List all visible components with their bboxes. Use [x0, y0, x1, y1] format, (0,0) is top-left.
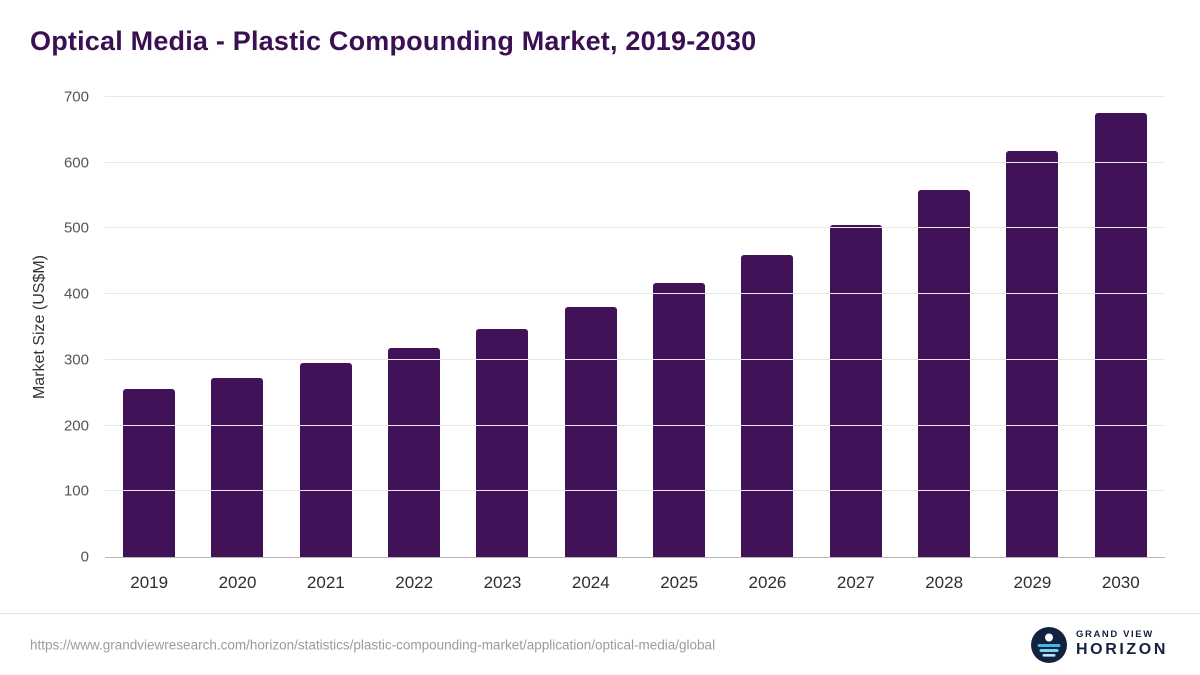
- x-tick-label-2026: 2026: [748, 573, 787, 592]
- gridline-200: [105, 424, 1165, 426]
- bar-slot-2026: [723, 97, 811, 557]
- bar-slot-2022: [370, 97, 458, 557]
- bar-2022: [388, 348, 441, 557]
- bar-2024: [564, 306, 617, 557]
- bar-2029: [1006, 150, 1059, 557]
- gridline-500: [105, 227, 1165, 229]
- bar-slot-2025: [635, 97, 723, 557]
- y-tick-label-500: 500: [63, 219, 89, 237]
- bar-2025: [653, 282, 706, 557]
- bar-2023: [476, 328, 529, 557]
- bar-slot-2028: [900, 97, 988, 557]
- page-title: Optical Media - Plastic Compounding Mark…: [30, 26, 757, 56]
- x-tick-label-2020: 2020: [218, 573, 257, 592]
- bar-slot-2024: [547, 97, 635, 557]
- gridline-300: [105, 358, 1165, 360]
- y-tick-label-0: 0: [80, 548, 89, 566]
- bar-2027: [829, 224, 882, 557]
- x-tick-label-2021: 2021: [306, 573, 345, 592]
- bar-2019: [123, 389, 176, 557]
- gridline-400: [105, 293, 1165, 295]
- bar-slot-2027: [812, 97, 900, 557]
- bar-2030: [1094, 112, 1147, 557]
- x-tick-label-2025: 2025: [660, 573, 699, 592]
- bar-slot-2023: [458, 97, 546, 557]
- gridline-600: [105, 161, 1165, 163]
- brand-logo: GRAND VIEW HORIZON: [1031, 626, 1168, 663]
- x-tick-label-2024: 2024: [571, 573, 610, 592]
- bar-2026: [741, 255, 794, 557]
- x-tick-label-2019: 2019: [130, 573, 169, 592]
- y-tick-label-400: 400: [63, 285, 89, 303]
- bar-slot-2020: [193, 97, 281, 557]
- logo-text: GRAND VIEW HORIZON: [1076, 628, 1168, 659]
- x-tick-label-2030: 2030: [1101, 573, 1140, 592]
- bar-slot-2030: [1077, 97, 1165, 557]
- y-tick-label-300: 300: [63, 351, 89, 369]
- x-tick-label-2029: 2029: [1013, 573, 1052, 592]
- gridline-700: [105, 96, 1165, 97]
- bar-slot-2019: [105, 97, 193, 557]
- x-tick-label-2022: 2022: [395, 573, 434, 592]
- bar-2020: [211, 377, 264, 557]
- logo-line1: GRAND VIEW: [1076, 628, 1154, 640]
- source-url: https://www.grandviewresearch.com/horizo…: [30, 637, 716, 652]
- y-tick-label-200: 200: [63, 417, 89, 435]
- x-tick-label-2028: 2028: [925, 573, 964, 592]
- x-axis-labels: 2019 2020 2021 2022 2023 2024 2025 2026 2027 2028…: [105, 558, 1165, 593]
- x-tick-label-2023: 2023: [483, 573, 522, 592]
- horizon-sun-icon: [1031, 626, 1068, 663]
- y-axis-title: Market Size (US$M): [31, 254, 48, 400]
- bar-2021: [299, 363, 352, 557]
- footer: https://www.grandviewresearch.com/horizo…: [0, 613, 1200, 675]
- y-tick-label-100: 100: [63, 482, 89, 500]
- x-tick-label-2027: 2027: [836, 573, 875, 592]
- y-tick-label-600: 600: [63, 154, 89, 172]
- logo-line2: HORIZON: [1076, 640, 1168, 658]
- bar-slot-2029: [988, 97, 1076, 557]
- bar-2028: [918, 189, 971, 557]
- y-tick-label-700: 700: [63, 88, 89, 106]
- gridline-100: [105, 490, 1165, 492]
- bar-chart: Market Size (US$M) 0 100 200 300 400 500 600 70…: [30, 90, 1165, 593]
- bar-slot-2021: [282, 97, 370, 557]
- plot-area: 0 100 200 300 400 500 600 700: [64, 90, 1165, 565]
- bars-container: [105, 97, 1165, 557]
